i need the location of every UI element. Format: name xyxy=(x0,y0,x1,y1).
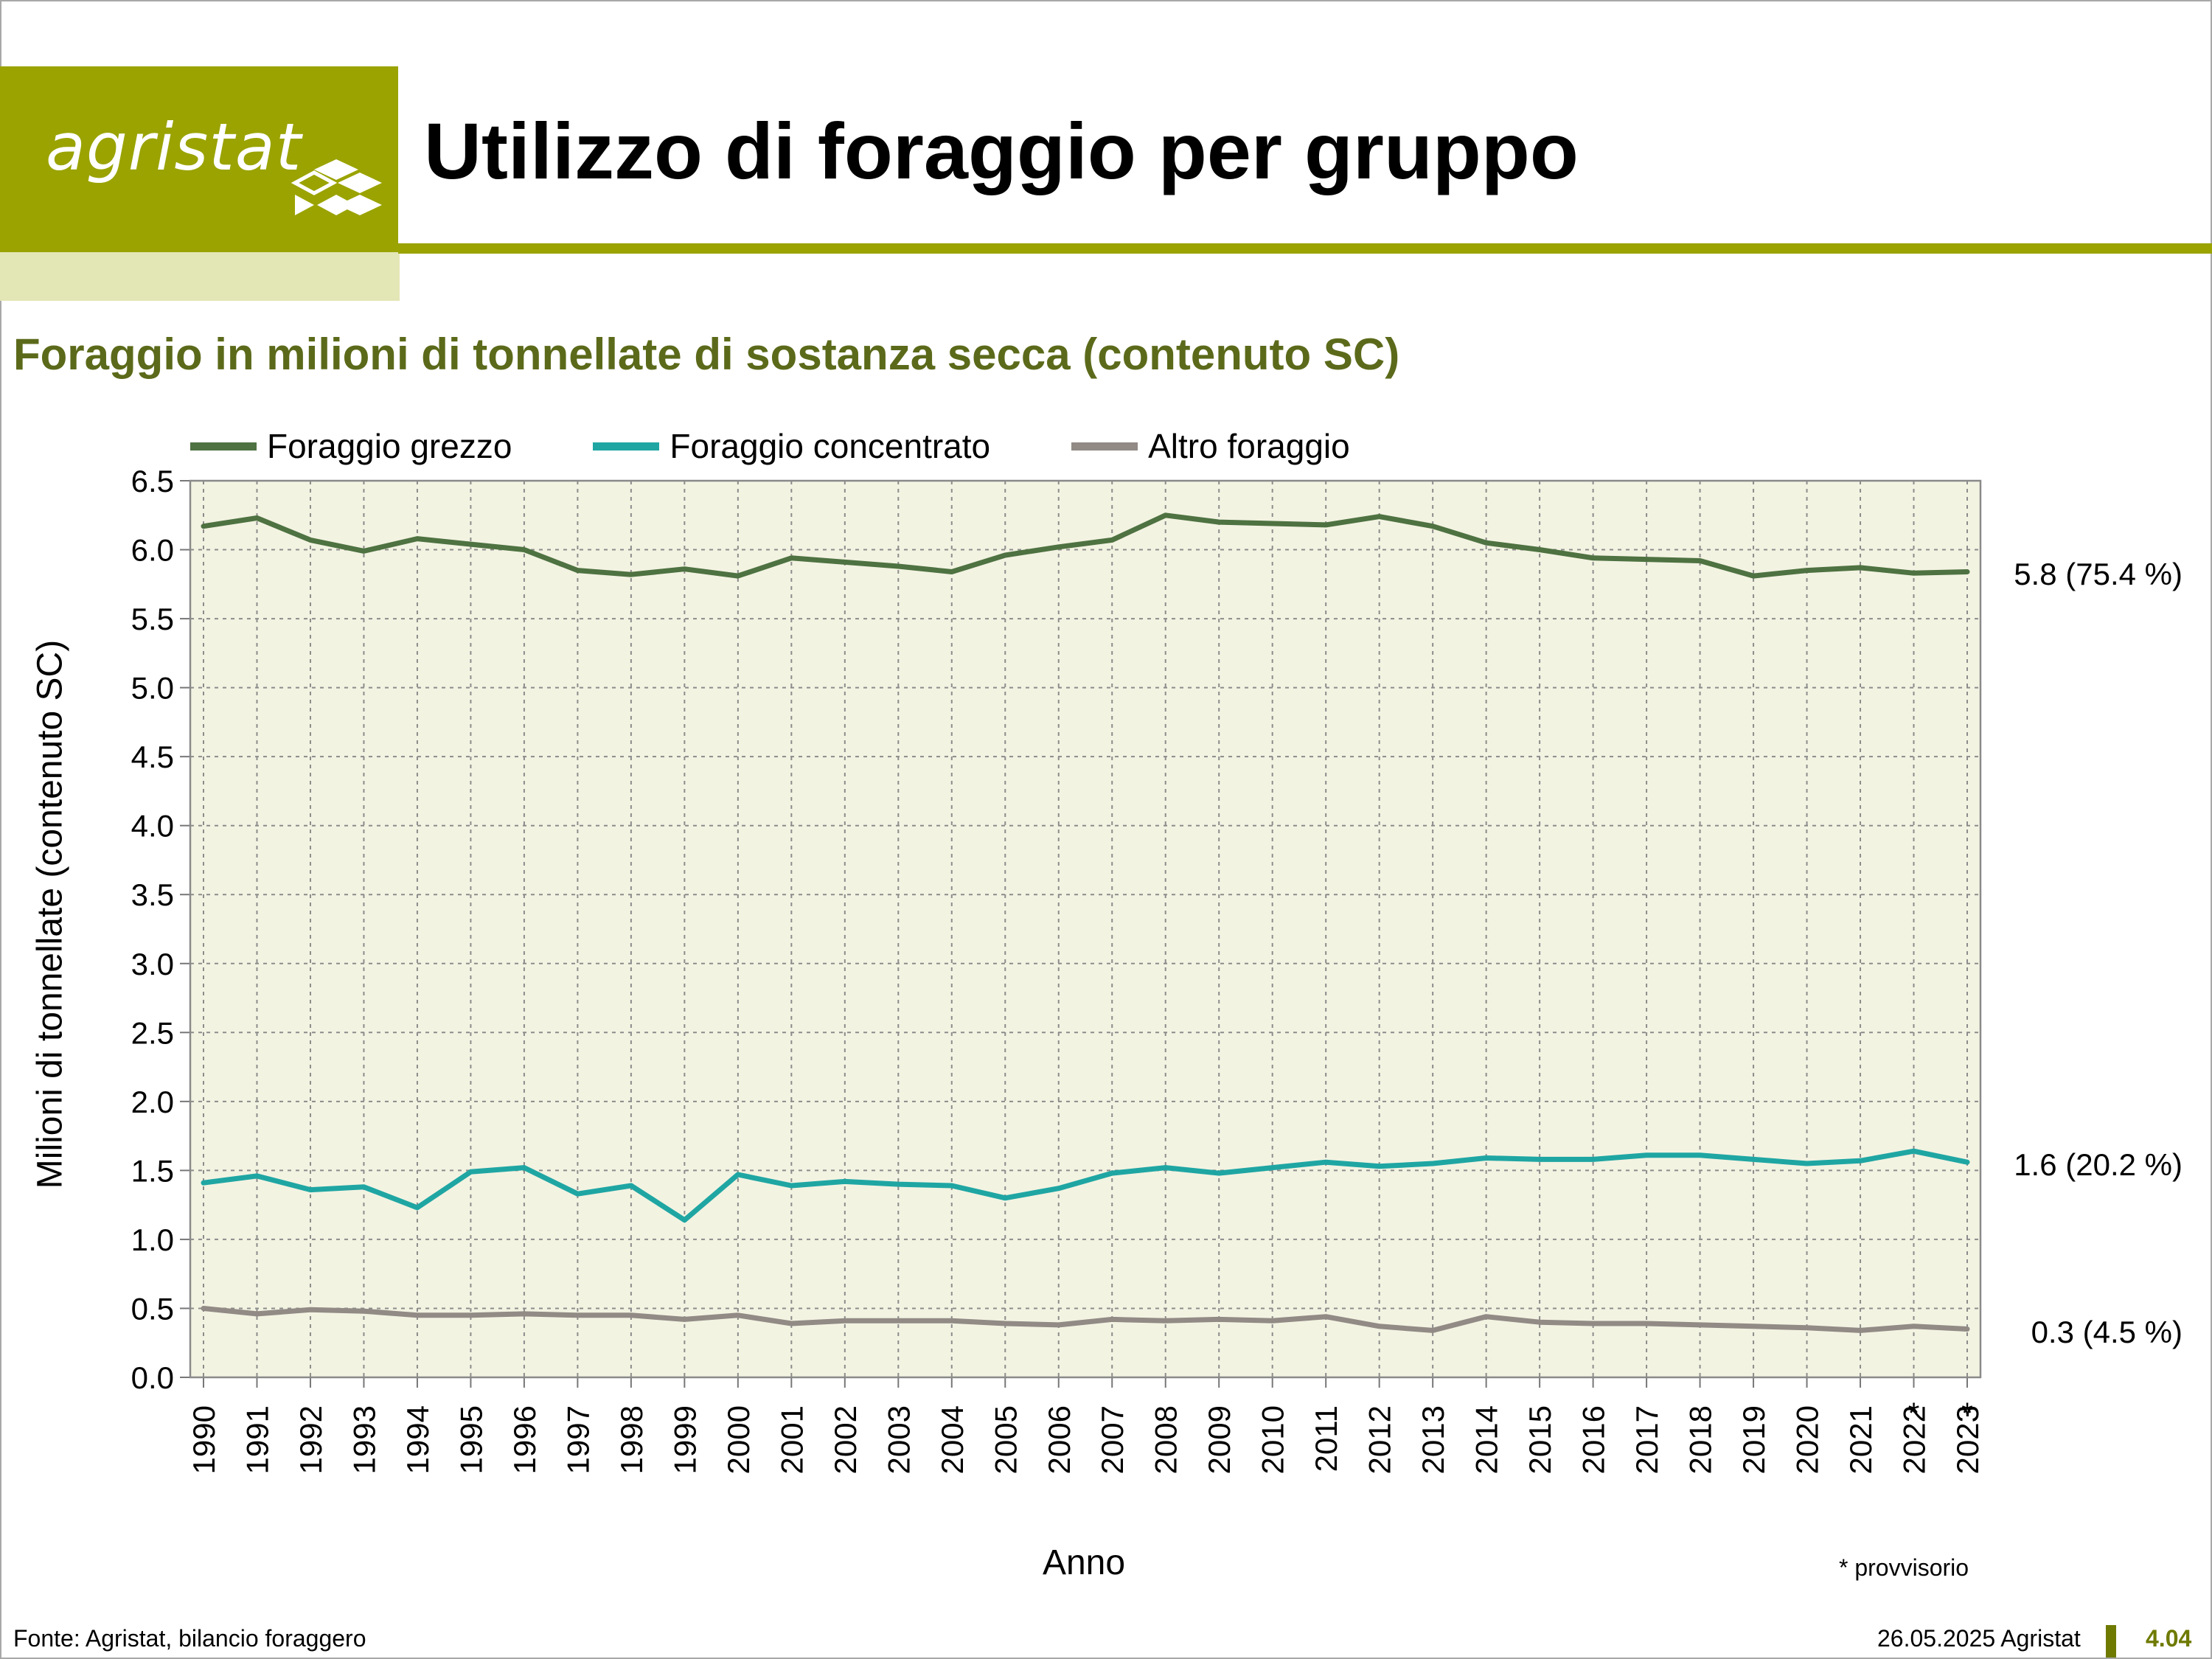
y-tick-label: 1.0 xyxy=(131,1222,174,1257)
plot-area xyxy=(190,481,1980,1377)
legend-swatch xyxy=(593,442,660,451)
x-tick-label: 2012 xyxy=(1363,1405,1397,1474)
end-label-altro-foraggio: 0.3 (4.5 %) xyxy=(2031,1314,2183,1349)
x-tick-label: 2013 xyxy=(1416,1405,1450,1474)
y-tick-label: 5.5 xyxy=(131,602,174,636)
series-line-altro-foraggio xyxy=(201,1306,1970,1333)
x-tick-label: 2002 xyxy=(828,1405,863,1474)
y-tick-label: 2.0 xyxy=(131,1085,174,1119)
x-axis-title: Anno xyxy=(1042,1543,1126,1582)
page-number-marker xyxy=(2106,1625,2116,1658)
x-tick-label: 2003 xyxy=(881,1405,916,1474)
x-tick-label: 1998 xyxy=(614,1405,649,1474)
x-tick-label: 2015 xyxy=(1523,1405,1557,1474)
legend-label: Foraggio concentrato xyxy=(669,427,991,465)
y-tick-label: 2.5 xyxy=(131,1015,174,1050)
legend-item-foraggio-concentrato: Foraggio concentrato xyxy=(593,426,990,466)
agristat-logo-icon xyxy=(291,159,382,215)
provisional-mark: * xyxy=(1961,1397,1973,1430)
series-line-foraggio-grezzo xyxy=(201,512,1970,579)
y-tick-label: 4.5 xyxy=(131,740,174,774)
x-tick-label: 1992 xyxy=(293,1405,328,1474)
x-tick-label: 2021 xyxy=(1843,1405,1878,1474)
x-tick-label: 2019 xyxy=(1736,1405,1771,1474)
legend-item-foraggio-grezzo: Foraggio grezzo xyxy=(190,426,512,466)
plot-border xyxy=(189,479,1982,1379)
y-tick-label: 5.0 xyxy=(131,671,174,706)
x-tick-label: 1990 xyxy=(187,1405,221,1474)
x-tick-label: 1994 xyxy=(400,1405,435,1474)
y-tick-label: 3.0 xyxy=(131,947,174,981)
legend-label: Altro foraggio xyxy=(1148,427,1350,465)
end-label-foraggio-concentrato: 1.6 (20.2 %) xyxy=(2014,1147,2183,1183)
publication-date: 26.05.2025 Agristat xyxy=(1877,1625,2081,1652)
source-note: Fonte: Agristat, bilancio foraggero xyxy=(13,1625,366,1652)
x-tick-label: 2022 xyxy=(1897,1405,1932,1474)
page-title: Utilizzo di foraggio per gruppo xyxy=(424,106,1579,195)
chart-legend: Foraggio grezzo Foraggio concentrato Alt… xyxy=(190,422,1431,470)
x-tick-label: 2005 xyxy=(988,1405,1023,1474)
x-tick-label: 2014 xyxy=(1470,1405,1504,1474)
x-tick-label: 2016 xyxy=(1576,1405,1611,1474)
legend-label: Foraggio grezzo xyxy=(267,427,512,465)
page-number: 4.04 xyxy=(2146,1625,2192,1652)
end-label-foraggio-grezzo: 5.8 (75.4 %) xyxy=(2014,557,2183,592)
x-tick-label: 1993 xyxy=(347,1405,381,1474)
x-tick-label: 2004 xyxy=(935,1405,970,1474)
series-line-foraggio-concentrato xyxy=(201,1148,1970,1223)
x-tick-label: 2001 xyxy=(774,1405,809,1474)
x-tick-label: 2018 xyxy=(1683,1405,1718,1474)
x-tick-label: 1997 xyxy=(560,1405,595,1474)
x-tick-label: 2020 xyxy=(1790,1405,1825,1474)
x-tick-label: 1995 xyxy=(453,1405,488,1474)
logo-banner xyxy=(0,66,398,252)
y-axis-title: Milioni di tonnellate (contenuto SC) xyxy=(30,639,70,1189)
legend-item-altro-foraggio: Altro foraggio xyxy=(1071,426,1350,466)
legend-swatch xyxy=(190,442,257,451)
x-tick-label: 2009 xyxy=(1202,1405,1237,1474)
provisional-footnote: * provvisorio xyxy=(1839,1554,1969,1581)
legend-swatch xyxy=(1071,442,1138,451)
chart-subtitle: Foraggio in milioni di tonnellate di sos… xyxy=(13,330,1400,379)
logo-banner-strip xyxy=(0,252,400,301)
x-tick-label: 2000 xyxy=(721,1405,756,1474)
x-tick-label: 1991 xyxy=(240,1405,274,1474)
x-tick-label: 2017 xyxy=(1630,1405,1664,1474)
provisional-mark: * xyxy=(1908,1397,1920,1430)
y-tick-label: 3.5 xyxy=(131,877,174,912)
x-tick-label: 2023 xyxy=(1950,1405,1985,1474)
y-tick-label: 6.0 xyxy=(131,533,174,568)
x-tick-label: 2007 xyxy=(1095,1405,1130,1474)
y-tick-label: 6.5 xyxy=(131,464,174,498)
y-tick-label: 1.5 xyxy=(131,1153,174,1188)
x-tick-label: 1999 xyxy=(667,1405,702,1474)
x-tick-label: 2011 xyxy=(1309,1405,1343,1472)
header-rule xyxy=(398,243,2212,254)
y-tick-label: 0.0 xyxy=(131,1360,174,1395)
y-tick-label: 4.0 xyxy=(131,809,174,844)
agristat-logo-text: agristat xyxy=(46,109,302,185)
x-tick-label: 2006 xyxy=(1042,1405,1077,1474)
y-tick-label: 0.5 xyxy=(131,1291,174,1326)
x-tick-label: 2010 xyxy=(1256,1405,1290,1474)
x-tick-label: 1996 xyxy=(507,1405,542,1474)
x-tick-label: 2008 xyxy=(1149,1405,1183,1474)
